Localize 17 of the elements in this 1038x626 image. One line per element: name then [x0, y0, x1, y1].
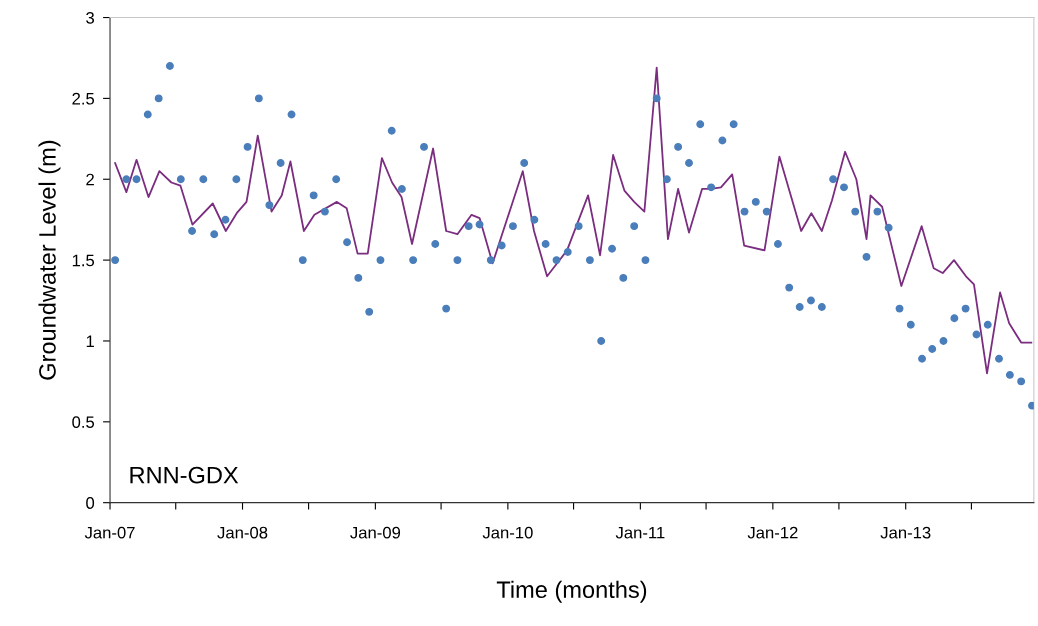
x-axis-title: Time (months)	[496, 580, 647, 603]
y-tick-label: 2.5	[72, 92, 95, 105]
x-tick-label: Jan-13	[880, 526, 931, 539]
x-tick-label: Jan-11	[615, 526, 665, 539]
y-tick-label: 0.5	[72, 416, 95, 429]
x-tick-label: Jan-08	[217, 526, 268, 539]
annotation: RNN-GDX	[130, 466, 239, 484]
y-tick-label: 3	[86, 11, 95, 24]
x-tick-label: Jan-09	[350, 526, 401, 539]
x-tick-label: Jan-10	[482, 526, 533, 539]
y-tick-label: 2	[86, 173, 94, 186]
x-tick-label: Jan-12	[747, 526, 798, 539]
y-tick-label: 1.5	[72, 254, 95, 267]
x-tick-label: Jan-07	[84, 526, 135, 539]
y-tick-label: 0	[86, 497, 95, 509]
y-tick-label: 1	[86, 335, 94, 347]
y-axis-title: Groundwater Level (m)	[38, 140, 61, 380]
